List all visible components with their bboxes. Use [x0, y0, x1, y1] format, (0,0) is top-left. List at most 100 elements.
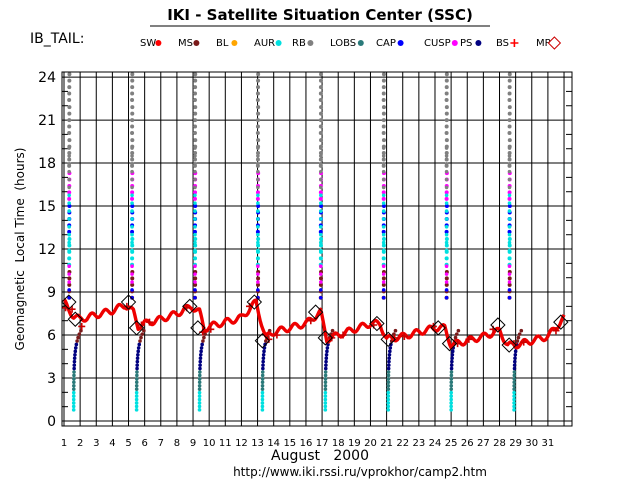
x-tick-label: 19 [348, 438, 361, 449]
y-tick-label: 6 [47, 328, 56, 344]
data-point [72, 383, 76, 388]
data-point [444, 169, 449, 174]
data-point [507, 248, 512, 253]
data-point [130, 124, 135, 129]
data-point [255, 124, 260, 129]
data-point [193, 209, 197, 213]
data-point [386, 366, 391, 371]
data-point [330, 328, 335, 333]
legend-marker [397, 40, 404, 46]
data-point [193, 85, 198, 90]
mp-crossing [490, 317, 506, 333]
data-point [386, 397, 391, 402]
data-point [260, 404, 265, 409]
data-point [260, 377, 265, 381]
data-point [256, 256, 260, 261]
data-point [67, 151, 72, 156]
data-point [260, 380, 265, 385]
data-point [193, 157, 198, 162]
data-point [256, 204, 261, 209]
data-point [76, 335, 80, 340]
data-point [516, 335, 521, 340]
data-point [507, 157, 512, 162]
data-point [193, 151, 198, 156]
data-point [193, 295, 197, 300]
legend-marker [231, 40, 238, 46]
data-point [386, 380, 391, 385]
data-point [388, 349, 392, 354]
data-point [444, 78, 449, 83]
data-point [507, 196, 512, 201]
data-point [519, 328, 524, 333]
data-point [130, 177, 134, 182]
data-point [130, 217, 134, 221]
mp-crossing [182, 298, 198, 315]
data-point [260, 390, 265, 395]
y-tick-label: 15 [38, 199, 56, 215]
data-point [450, 349, 455, 354]
data-point [193, 282, 198, 287]
data-point [256, 138, 261, 143]
data-point [67, 237, 72, 242]
data-point [193, 237, 198, 242]
data-point [67, 157, 72, 162]
data-point [67, 264, 71, 269]
data-point [134, 387, 139, 391]
data-point [193, 256, 197, 261]
data-point [449, 370, 454, 374]
data-point [67, 280, 71, 284]
data-point [256, 118, 261, 123]
data-point [507, 138, 512, 143]
data-point [261, 352, 266, 357]
data-point [449, 383, 454, 388]
data-point [381, 85, 386, 90]
data-point [199, 349, 203, 354]
x-tick-label: 12 [235, 438, 248, 449]
data-point [198, 359, 203, 364]
data-point [198, 356, 203, 361]
data-point [444, 138, 449, 143]
x-tick-label: 22 [396, 438, 409, 449]
data-point [260, 370, 265, 374]
data-point [67, 225, 71, 229]
data-point [72, 380, 76, 385]
data-point [260, 408, 265, 412]
legend-label: LOBS [330, 38, 356, 49]
data-point [515, 339, 520, 343]
data-point [67, 154, 71, 158]
data-point [67, 105, 72, 110]
legend-marker [307, 40, 314, 46]
data-point [67, 201, 71, 205]
data-point [381, 217, 386, 221]
data-point [130, 98, 135, 103]
data-point [130, 229, 135, 234]
data-point [192, 98, 197, 103]
data-point [193, 177, 197, 182]
data-point [444, 240, 449, 245]
data-point [67, 240, 71, 245]
data-point [386, 401, 391, 405]
data-point [197, 394, 202, 398]
data-point [318, 161, 323, 166]
x-tick-label: 15 [283, 438, 296, 449]
bs-crossing [68, 305, 76, 313]
x-tick-label: 3 [93, 438, 99, 449]
data-point [318, 288, 323, 292]
data-point [512, 404, 516, 409]
data-point [256, 280, 260, 284]
data-point [319, 237, 324, 242]
data-point [444, 118, 449, 123]
data-point [444, 98, 449, 103]
data-point [256, 288, 260, 292]
data-point [381, 78, 386, 83]
data-point [444, 85, 449, 90]
data-point [444, 264, 449, 269]
data-point [450, 356, 454, 361]
legend-label: AUR [254, 38, 275, 49]
legend-marker [475, 40, 482, 46]
data-point [450, 359, 454, 364]
data-point [256, 217, 260, 221]
data-point [381, 229, 386, 234]
legend-item: PS [460, 38, 482, 49]
